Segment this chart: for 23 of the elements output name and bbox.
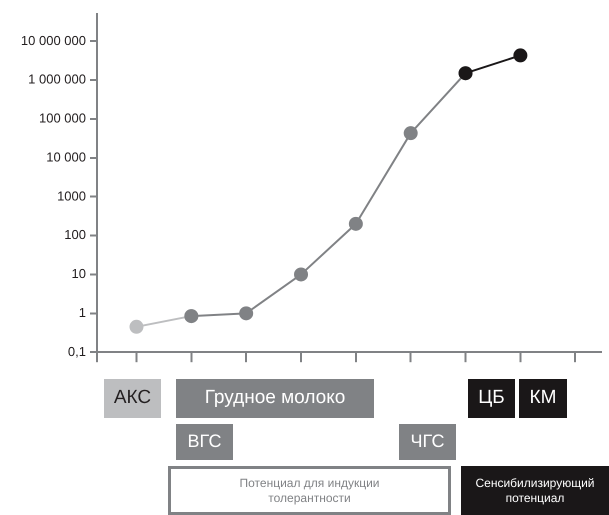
y-tick-label: 0,1 xyxy=(68,344,86,359)
text: КМ xyxy=(530,387,556,410)
point xyxy=(348,216,363,231)
y-tick-label: 1 xyxy=(78,304,86,320)
text: Потенциал для индукции толерантности xyxy=(238,476,380,505)
y-tick-label: 10 xyxy=(72,266,86,282)
y-tick-label: 10 000 000 xyxy=(20,32,86,48)
text: АКС xyxy=(114,387,152,410)
point xyxy=(294,267,308,282)
point xyxy=(513,48,528,62)
text: ЦБ xyxy=(478,387,505,410)
y-tick-label: 10 000 xyxy=(46,149,86,164)
y-tick-label: 1000 xyxy=(57,188,86,204)
point xyxy=(129,320,144,334)
y-tick-label: 100 xyxy=(64,227,86,242)
point xyxy=(404,126,418,140)
point xyxy=(239,306,254,320)
text: Сенсибилизирующий потенциал xyxy=(474,476,596,505)
y-tick-label: 1 000 000 xyxy=(28,72,86,87)
text: ЧГС xyxy=(410,431,444,453)
y-tick-label: 100 000 xyxy=(39,110,86,126)
text: Грудное молоко xyxy=(204,387,346,410)
text: ВГС xyxy=(188,431,222,453)
